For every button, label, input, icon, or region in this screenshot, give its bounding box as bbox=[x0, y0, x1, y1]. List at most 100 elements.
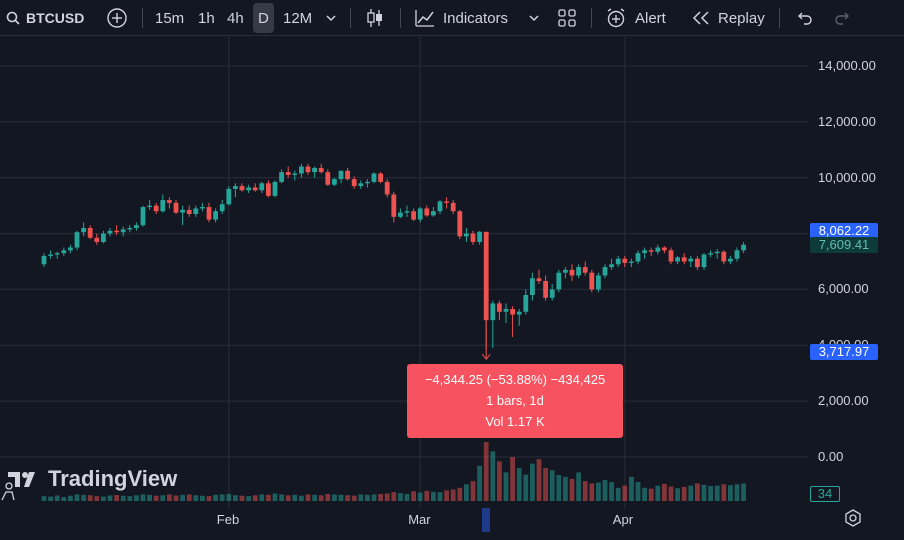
volume-bar bbox=[384, 493, 390, 501]
volume-bar bbox=[87, 495, 93, 501]
price-tick-label: 2,000.00 bbox=[818, 393, 869, 409]
brand-name: TradingView bbox=[48, 466, 178, 491]
candle-body bbox=[120, 229, 126, 233]
volume-bar bbox=[516, 468, 522, 501]
volume-bar bbox=[54, 495, 60, 501]
candle-body bbox=[87, 227, 93, 238]
volume-bar bbox=[648, 488, 654, 501]
candle-body bbox=[127, 227, 133, 230]
volume-bar bbox=[186, 494, 192, 501]
price-axis[interactable]: 14,000.0012,000.0010,000.006,000.004,000… bbox=[808, 37, 904, 508]
undo-button[interactable] bbox=[795, 0, 813, 36]
volume-bar bbox=[345, 495, 350, 501]
measure-time-marker bbox=[482, 508, 491, 532]
timeframe-d[interactable]: D bbox=[253, 3, 274, 33]
volume-bar bbox=[74, 494, 80, 501]
volume-bar bbox=[61, 497, 67, 501]
timeframe-4h[interactable]: 4h bbox=[227, 0, 244, 36]
price-tick-label: 10,000.00 bbox=[818, 169, 876, 185]
toolbar-divider bbox=[591, 8, 592, 28]
alert-label: Alert bbox=[635, 9, 666, 27]
time-axis[interactable]: Feb Mar Apr bbox=[0, 508, 904, 540]
candle-body bbox=[398, 212, 403, 217]
candle-body bbox=[635, 253, 641, 262]
volume-bar bbox=[695, 483, 700, 501]
candle-body bbox=[292, 173, 298, 175]
volume-bar bbox=[536, 459, 542, 501]
candle-body bbox=[714, 251, 720, 254]
candle-body bbox=[701, 254, 707, 268]
volume-bar bbox=[299, 495, 304, 501]
volume-bar bbox=[431, 491, 436, 501]
timeframe-12m[interactable]: 12M bbox=[283, 0, 312, 36]
toolbar-divider bbox=[779, 8, 780, 28]
candle-body bbox=[226, 188, 232, 205]
candle-body bbox=[470, 233, 476, 242]
indicators-label: Indicators bbox=[443, 9, 509, 27]
candle-body bbox=[464, 233, 469, 237]
volume-bar bbox=[305, 494, 311, 501]
candle-body bbox=[708, 253, 713, 255]
volume-bar bbox=[576, 472, 581, 501]
volume-bar bbox=[635, 482, 641, 501]
volume-bar bbox=[609, 482, 614, 501]
compare-button[interactable] bbox=[106, 0, 128, 36]
chart-type-button[interactable] bbox=[365, 0, 385, 36]
volume-bar bbox=[285, 495, 291, 501]
candle-body bbox=[516, 311, 522, 315]
undo-icon bbox=[798, 12, 812, 25]
indicators-dropdown[interactable] bbox=[528, 0, 540, 36]
replay-label: Replay bbox=[718, 9, 765, 27]
volume-bar bbox=[497, 461, 502, 501]
volume-bar bbox=[160, 495, 166, 501]
candle-body bbox=[252, 187, 258, 191]
layouts-button[interactable] bbox=[557, 0, 577, 36]
timeframe-1h[interactable]: 1h bbox=[198, 0, 215, 36]
timeframe-dropdown[interactable] bbox=[325, 0, 337, 36]
volume-bar bbox=[127, 496, 133, 501]
candle-body bbox=[312, 167, 317, 173]
time-tick-label: Apr bbox=[612, 512, 634, 527]
volume-bar bbox=[530, 463, 535, 501]
volume-bar bbox=[200, 495, 205, 501]
search-icon bbox=[6, 11, 20, 25]
tradingview-mark-icon bbox=[8, 472, 35, 487]
symbol-search[interactable]: BTCUSD bbox=[6, 0, 84, 36]
volume-bar bbox=[411, 491, 416, 501]
volume-bar bbox=[68, 495, 73, 501]
replay-button[interactable]: Replay bbox=[691, 0, 765, 36]
candle-body bbox=[563, 269, 568, 273]
indicators-icon bbox=[415, 10, 434, 27]
volume-bar bbox=[351, 495, 357, 501]
candle-body bbox=[305, 166, 311, 173]
volume-bar bbox=[701, 484, 707, 501]
alert-button[interactable]: Alert bbox=[605, 0, 666, 36]
timeframe-15m[interactable]: 15m bbox=[155, 0, 184, 36]
indicators-button[interactable]: Indicators bbox=[414, 0, 508, 36]
redo-button[interactable] bbox=[834, 0, 852, 36]
volume-bar bbox=[114, 495, 119, 501]
chevron-down-icon bbox=[529, 15, 539, 22]
candle-body bbox=[279, 172, 284, 182]
measure-change: −4,344.25 (−53.88%) −434,425 bbox=[424, 372, 606, 387]
volume-bar bbox=[464, 484, 469, 501]
measure-volume: Vol 1.17 K bbox=[485, 414, 545, 429]
candle-body bbox=[582, 267, 588, 273]
candle-body bbox=[239, 186, 245, 191]
candle-body bbox=[233, 186, 238, 189]
candle-body bbox=[272, 181, 278, 196]
volume-badge: 34 bbox=[810, 486, 840, 502]
settings-icon[interactable] bbox=[844, 509, 862, 527]
time-tick-label: Mar bbox=[408, 512, 431, 527]
tradingview-logo: TradingView bbox=[8, 466, 177, 492]
toolbar-divider bbox=[400, 8, 401, 28]
volume-bar bbox=[556, 475, 562, 501]
candle-body bbox=[569, 269, 575, 276]
candle-body bbox=[642, 250, 647, 254]
chart-plot[interactable] bbox=[0, 37, 808, 508]
volume-bar bbox=[483, 442, 489, 501]
volume-bar bbox=[219, 494, 225, 501]
volume-bar bbox=[569, 479, 575, 501]
volume-bar bbox=[338, 494, 344, 501]
volume-bar bbox=[523, 474, 529, 501]
